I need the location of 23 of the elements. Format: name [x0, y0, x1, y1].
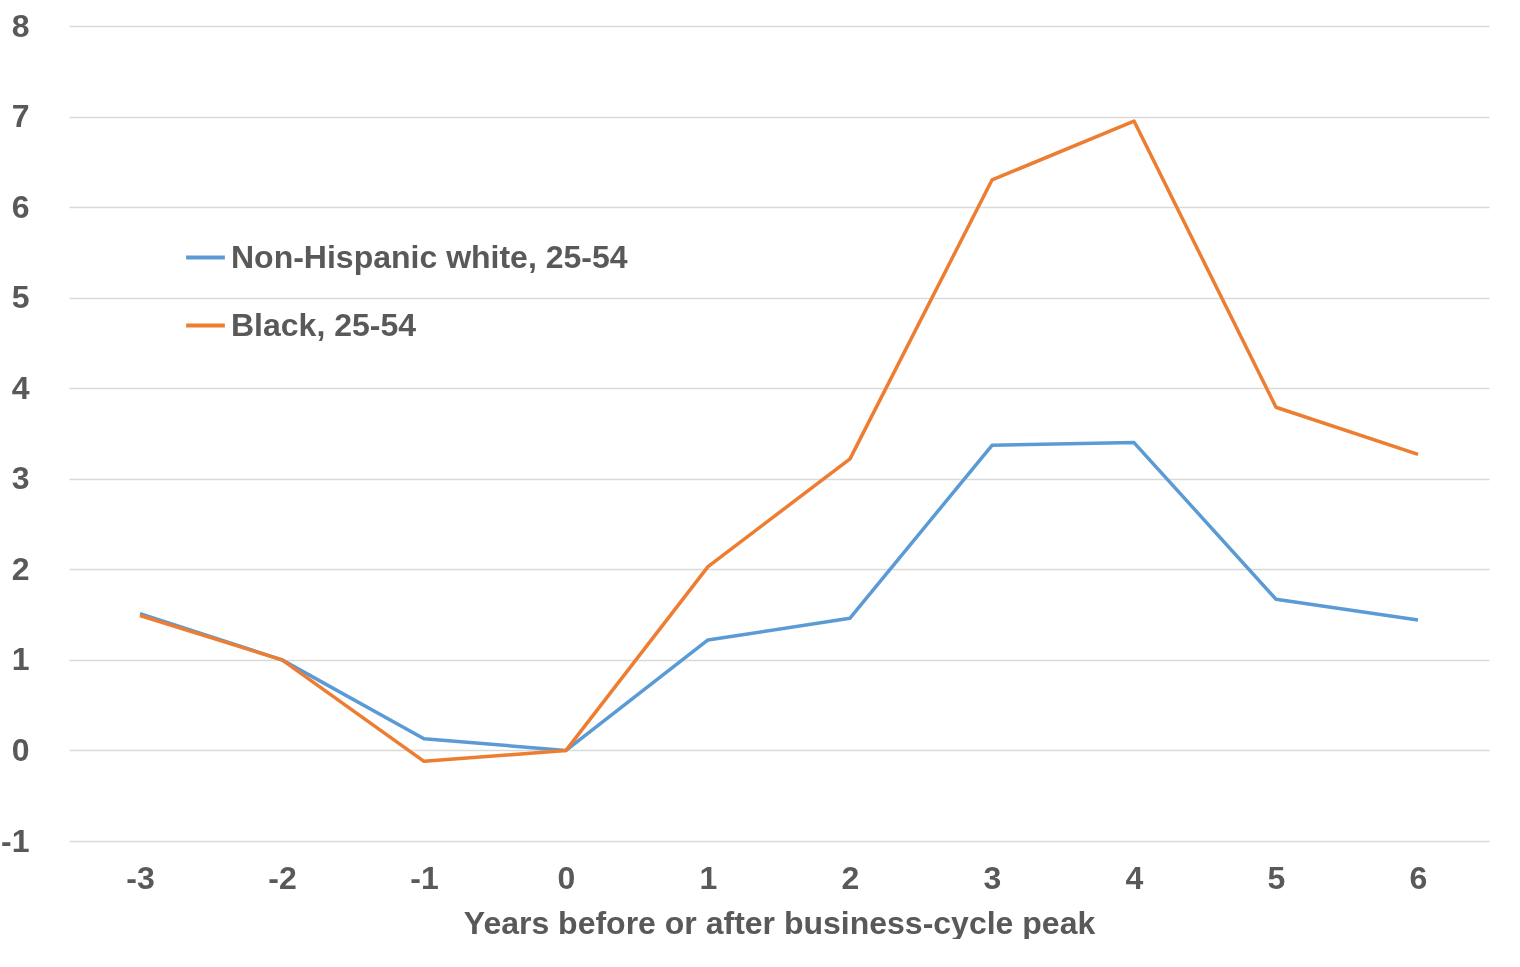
x-tick-label: 1	[699, 859, 718, 896]
y-tick-label: 6	[11, 188, 30, 225]
x-tick-label: 2	[841, 859, 860, 896]
x-tick-label: 6	[1409, 859, 1428, 896]
y-tick-label: 8	[11, 7, 30, 44]
y-tick-label: 2	[11, 550, 30, 587]
y-tick-label: -1	[1, 822, 30, 859]
x-tick-label: -2	[268, 859, 297, 896]
x-tick-label: 4	[1125, 859, 1144, 896]
y-tick-label: 3	[11, 460, 30, 497]
x-tick-label: 5	[1267, 859, 1286, 896]
x-tick-label: 0	[557, 859, 576, 896]
y-tick-label: 1	[11, 641, 30, 678]
legend-label: Black, 25-54	[231, 306, 417, 343]
y-tick-label: 7	[11, 98, 30, 135]
x-tick-label: -3	[126, 859, 155, 896]
line-series	[138, 119, 1420, 764]
y-tick-label: 5	[11, 279, 30, 316]
legend-label: Non-Hispanic white, 25-54	[231, 238, 628, 275]
y-tick-label: 0	[11, 731, 30, 768]
y-tick-label: 4	[11, 369, 30, 406]
x-tick-label: 3	[983, 859, 1002, 896]
x-tick-label: -1	[410, 859, 439, 896]
